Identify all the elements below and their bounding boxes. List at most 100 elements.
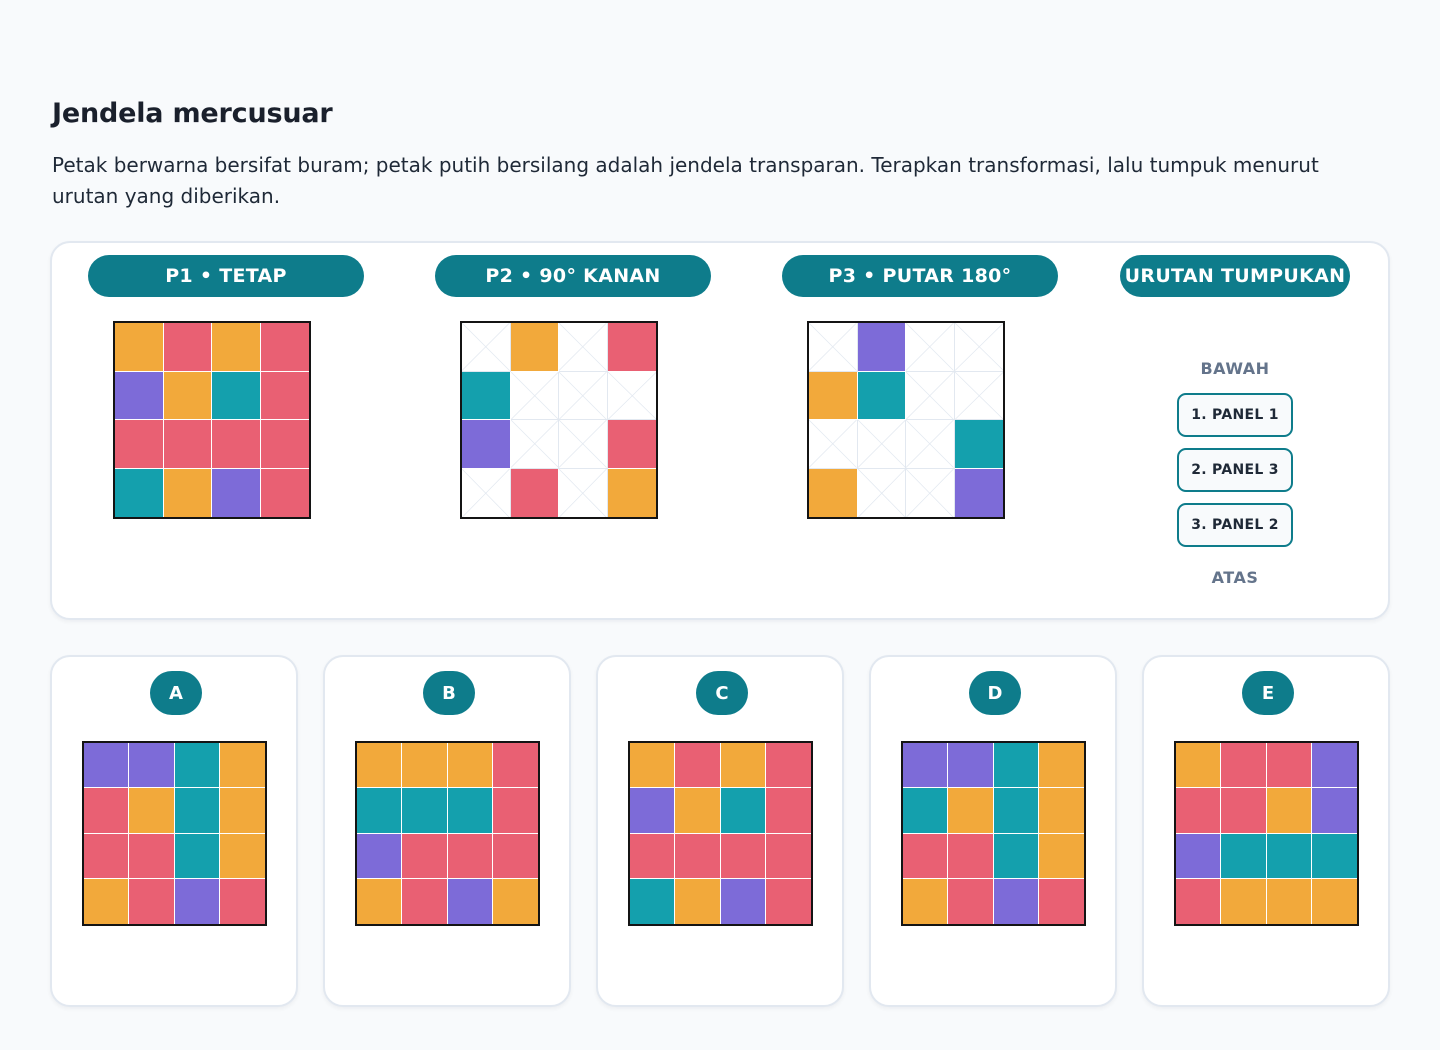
color-tile <box>402 788 448 834</box>
color-tile <box>948 878 994 924</box>
color-tile <box>447 833 493 879</box>
color-tile <box>402 743 448 789</box>
option-card-a[interactable]: A <box>50 655 298 1007</box>
color-tile <box>447 743 493 789</box>
panel-label-p2: P2 • 90° KANAN <box>435 255 711 297</box>
color-tile <box>1038 788 1084 834</box>
color-tile <box>1038 743 1084 789</box>
color-tile <box>993 878 1039 924</box>
panel-label-p1: P1 • TETAP <box>88 255 364 297</box>
option-grid-e <box>1174 741 1359 926</box>
color-tile <box>357 878 403 924</box>
color-tile <box>174 743 220 789</box>
color-tile <box>675 833 721 879</box>
option-card-c[interactable]: C <box>596 655 844 1007</box>
cross-icon <box>906 371 954 419</box>
color-tile <box>720 833 766 879</box>
option-card-e[interactable]: E <box>1142 655 1390 1007</box>
stack-bottom-label: BAWAH <box>1200 359 1270 378</box>
instruction-text: Petak berwarna bersifat buram; petak put… <box>52 153 1319 208</box>
window-tile <box>559 371 608 420</box>
color-tile <box>462 371 511 420</box>
color-tile <box>260 323 309 372</box>
window-tile <box>809 323 858 372</box>
window-tile <box>857 468 906 517</box>
color-tile <box>115 420 164 469</box>
color-tile <box>510 468 559 517</box>
color-tile <box>857 371 906 420</box>
color-tile <box>462 420 511 469</box>
color-tile <box>1311 833 1357 879</box>
color-tile <box>765 833 811 879</box>
option-badge-e: E <box>1242 671 1294 715</box>
color-tile <box>1311 878 1357 924</box>
window-tile <box>510 420 559 469</box>
color-tile <box>765 788 811 834</box>
cross-icon <box>809 420 857 468</box>
color-tile <box>492 833 538 879</box>
cross-icon <box>559 420 607 468</box>
window-tile <box>510 371 559 420</box>
window-tile <box>559 420 608 469</box>
color-tile <box>720 878 766 924</box>
color-tile <box>948 788 994 834</box>
color-tile <box>115 371 164 420</box>
color-tile <box>857 323 906 372</box>
color-tile <box>212 323 261 372</box>
color-tile <box>630 743 676 789</box>
color-tile <box>510 323 559 372</box>
window-tile <box>954 371 1003 420</box>
window-tile <box>559 323 608 372</box>
color-tile <box>447 878 493 924</box>
cross-icon <box>559 323 607 371</box>
option-badge-b: B <box>423 671 475 715</box>
color-tile <box>84 743 130 789</box>
puzzle-panel: P1 • TETAP P2 • 90° KANAN P3 • PUTAR 180… <box>50 241 1390 620</box>
cross-icon <box>906 323 954 371</box>
color-tile <box>993 788 1039 834</box>
color-tile <box>84 878 130 924</box>
color-tile <box>903 788 949 834</box>
cross-icon <box>510 420 558 468</box>
stack-order-label: URUTAN TUMPUKAN <box>1120 255 1350 297</box>
color-tile <box>720 788 766 834</box>
window-tile <box>906 371 955 420</box>
color-tile <box>219 743 265 789</box>
stack-item-1: 1. PANEL 1 <box>1177 393 1293 437</box>
option-card-b[interactable]: B <box>323 655 571 1007</box>
color-tile <box>954 468 1003 517</box>
window-tile <box>607 371 656 420</box>
color-tile <box>1311 743 1357 789</box>
panel-label-p3: P3 • PUTAR 180° <box>782 255 1058 297</box>
color-tile <box>260 420 309 469</box>
color-tile <box>1266 743 1312 789</box>
color-tile <box>492 788 538 834</box>
color-tile <box>1176 878 1222 924</box>
color-tile <box>219 878 265 924</box>
color-tile <box>1176 788 1222 834</box>
color-tile <box>1176 743 1222 789</box>
stack-item-3: 3. PANEL 2 <box>1177 503 1293 547</box>
color-tile <box>809 371 858 420</box>
color-tile <box>1266 878 1312 924</box>
cross-icon <box>906 420 954 468</box>
color-tile <box>903 833 949 879</box>
color-tile <box>720 743 766 789</box>
color-tile <box>129 833 175 879</box>
color-tile <box>675 743 721 789</box>
color-tile <box>492 878 538 924</box>
color-tile <box>1038 833 1084 879</box>
color-tile <box>447 788 493 834</box>
color-tile <box>1176 833 1222 879</box>
option-card-d[interactable]: D <box>869 655 1117 1007</box>
color-tile <box>948 743 994 789</box>
option-badge-c: C <box>696 671 748 715</box>
color-tile <box>1221 788 1267 834</box>
color-tile <box>174 833 220 879</box>
color-tile <box>993 833 1039 879</box>
cross-icon <box>607 371 656 419</box>
cross-icon <box>954 371 1003 419</box>
color-tile <box>260 371 309 420</box>
color-tile <box>607 323 656 372</box>
color-tile <box>115 323 164 372</box>
